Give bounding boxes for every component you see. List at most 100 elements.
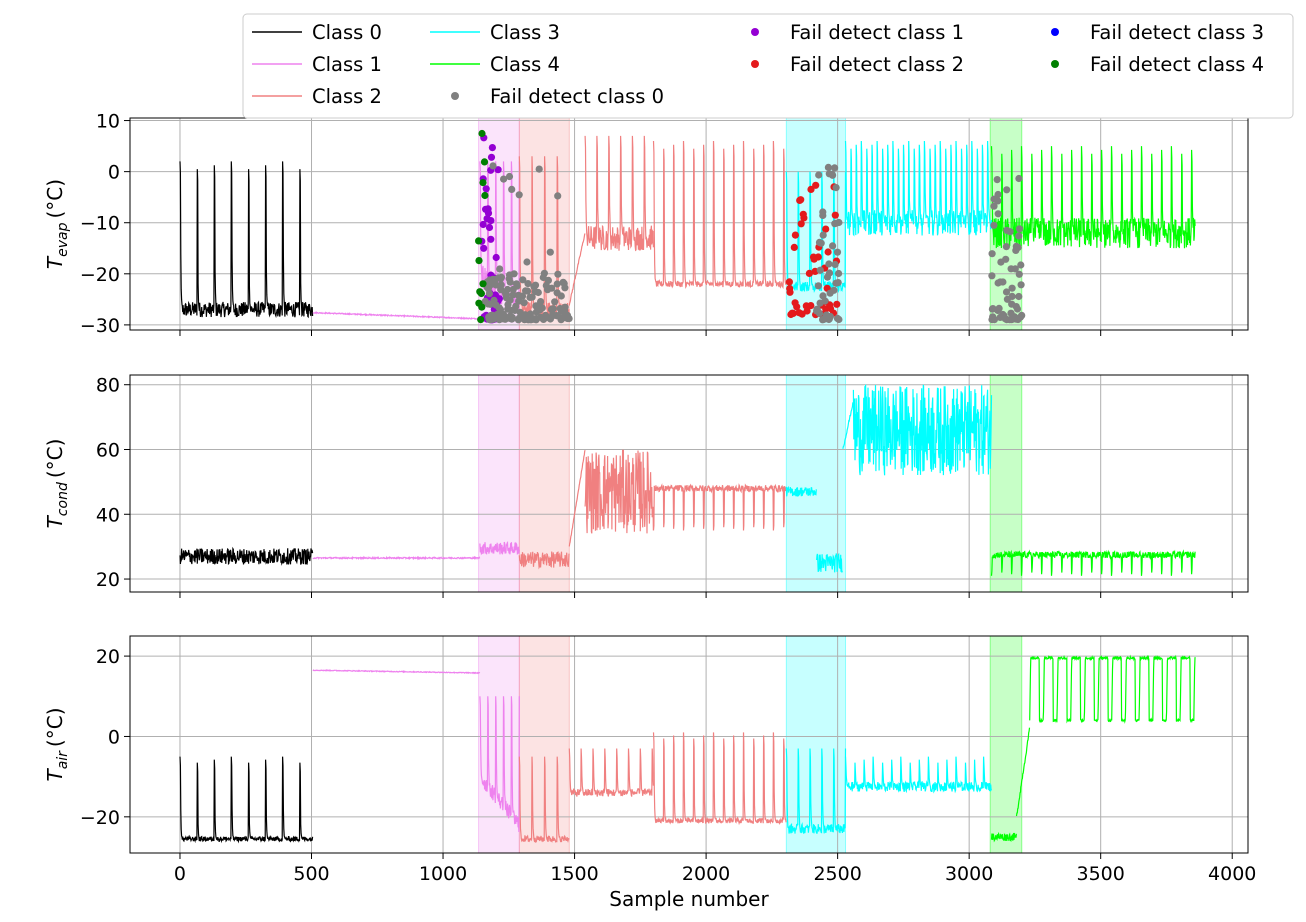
fail-point-class-0 [824, 163, 833, 171]
series-line-class-3 [785, 486, 817, 498]
legend-box [242, 13, 1294, 119]
fail-point-class-0 [514, 291, 523, 299]
panel-2: 20 0 −20 Tair (°C) [43, 635, 1249, 859]
fail-point-class-1 [482, 205, 490, 213]
fail-point-class-0 [532, 302, 540, 310]
fail-point-class-0 [508, 185, 516, 193]
fail-point-class-0 [504, 305, 512, 313]
fail-point-class-2 [799, 210, 807, 218]
panel-0: 10 0 −10 −20 −30 Tevap (°C) [43, 111, 1249, 337]
fail-point-class-0 [510, 270, 518, 278]
fail-point-class-0 [554, 270, 562, 278]
fail-point-class-0 [496, 265, 504, 273]
series-line-class-1 [479, 540, 520, 555]
fail-point-class-0 [512, 302, 520, 310]
y-tick-label: 20 [96, 569, 120, 591]
legend-label-fail0: Fail detect class 0 [490, 85, 664, 108]
fail-point-class-0 [544, 286, 552, 294]
fail-point-class-0 [988, 250, 996, 258]
series-line-class-2 [652, 483, 787, 531]
series-line-class-2 [568, 748, 654, 797]
legend-marker-fail3 [1051, 28, 1059, 36]
fail-point-class-0 [519, 276, 527, 284]
fail-point-class-0 [1000, 312, 1008, 320]
fail-point-class-4 [479, 280, 487, 288]
fail-point-class-0 [561, 303, 569, 311]
y-label-sub: cond [55, 482, 71, 516]
y-axis-label: Tair (°C) [43, 707, 71, 781]
fail-point-class-0 [526, 293, 534, 301]
series-line-class-1 [312, 668, 481, 675]
fail-point-class-4 [475, 257, 483, 265]
fail-point-class-0 [491, 275, 500, 283]
fail-point-class-2 [791, 231, 800, 239]
legend-label-fail1: Fail detect class 1 [790, 21, 964, 44]
panel-frame [129, 635, 1249, 854]
series-line-class-2 [518, 756, 570, 844]
x-tick-label: 3000 [945, 863, 993, 885]
fail-point-class-0 [553, 312, 561, 320]
y-tick-label: 80 [96, 375, 120, 397]
legend-label-fail2: Fail detect class 2 [790, 53, 964, 76]
fail-point-class-0 [531, 281, 540, 289]
fail-point-class-0 [557, 292, 565, 300]
y-tick-label: 0 [108, 162, 120, 184]
legend-label-class1: Class 1 [312, 53, 382, 76]
fail-point-class-0 [1008, 284, 1016, 292]
panel-1: 80 60 40 20 Tcond (°C) [43, 374, 1249, 598]
fail-point-class-4 [479, 179, 487, 187]
fail-point-class-2 [797, 220, 805, 228]
series-line-class-1 [479, 696, 520, 833]
fail-point-class-0 [831, 260, 839, 269]
x-tick-label: 4000 [1208, 863, 1256, 885]
shaded-region-3 [989, 635, 1023, 854]
fail-point-class-0 [487, 311, 495, 319]
fail-point-class-0 [531, 288, 539, 296]
fail-point-class-2 [788, 309, 796, 317]
fail-point-class-1 [482, 185, 490, 193]
legend-marker-fail0 [451, 92, 459, 100]
shaded-region-2 [785, 635, 847, 854]
fail-point-class-1 [492, 253, 500, 262]
legend-label-class0: Class 0 [312, 21, 382, 44]
fail-point-class-0 [540, 269, 549, 277]
fail-point-class-0 [520, 299, 528, 307]
y-tick-label: 60 [96, 439, 120, 461]
y-label-main: T [43, 514, 67, 528]
fail-point-class-0 [1003, 295, 1012, 303]
fail-point-class-0 [819, 231, 827, 239]
series-line-class-2 [568, 449, 586, 547]
fail-point-class-0 [1015, 174, 1023, 183]
series-line-class-3 [844, 140, 993, 237]
series-line-class-3 [816, 552, 843, 573]
fail-point-class-1 [485, 223, 494, 232]
series-line-class-2 [518, 551, 570, 570]
fail-point-class-0 [485, 290, 493, 298]
fail-point-class-0 [988, 316, 996, 324]
fail-point-class-0 [1003, 186, 1011, 194]
fail-point-class-0 [560, 280, 568, 288]
fail-point-class-0 [829, 171, 837, 179]
series-line-class-2 [584, 135, 654, 252]
fail-point-class-0 [817, 239, 825, 247]
fail-point-class-4 [477, 316, 485, 324]
fail-point-class-2 [807, 185, 815, 193]
fail-point-class-2 [812, 181, 820, 189]
fail-point-class-4 [480, 158, 489, 166]
fail-point-class-0 [523, 258, 531, 266]
fail-point-class-0 [495, 310, 503, 318]
series-line-class-1 [312, 311, 481, 321]
fail-point-class-0 [546, 248, 554, 256]
fail-point-class-2 [795, 309, 803, 317]
fail-point-class-0 [1011, 265, 1019, 273]
fail-point-class-0 [831, 164, 839, 172]
fail-point-class-0 [538, 304, 546, 312]
fail-point-class-0 [524, 280, 532, 288]
fail-point-class-0 [994, 190, 1002, 199]
fail-point-class-0 [487, 280, 495, 288]
series-line-class-0 [179, 756, 314, 844]
fail-point-class-1 [487, 153, 496, 161]
fail-point-class-0 [835, 315, 843, 324]
fail-point-class-0 [835, 269, 843, 278]
fail-point-class-0 [988, 305, 997, 313]
